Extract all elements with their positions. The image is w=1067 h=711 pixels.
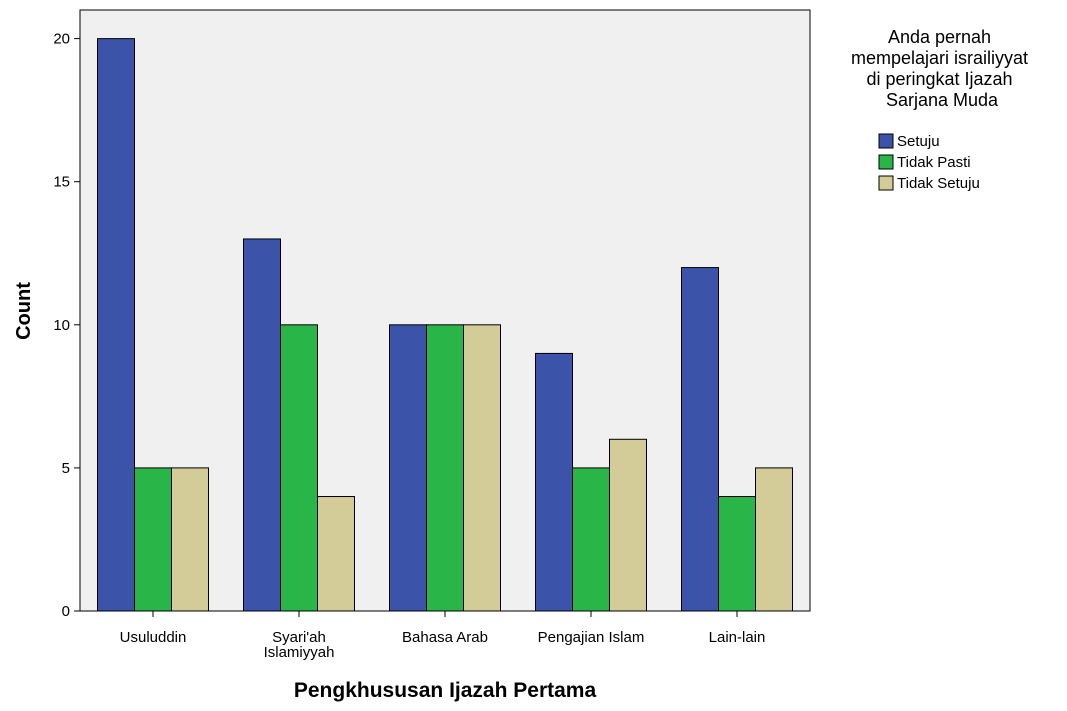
bar <box>280 324 318 612</box>
x-tick-label: Pengajian Islam <box>538 629 645 646</box>
legend-title-line-3: di peringkat Ijazah <box>866 69 1012 89</box>
y-tick-label: 0 <box>62 603 70 620</box>
bar <box>317 496 355 612</box>
x-tick-label-line: Islamiyyah <box>264 644 335 661</box>
bar <box>681 267 719 612</box>
x-tick-label-line: Syari'ah <box>272 629 326 646</box>
x-axis: Usuluddin Syari'ah Islamiyyah Bahasa Arab Pe… <box>120 611 766 661</box>
y-tick-label: 20 <box>53 31 70 48</box>
x-tick-label-line: Lain-lain <box>709 629 766 646</box>
x-tick-label: Lain-lain <box>709 629 766 646</box>
x-axis-title: Pengkhususan Ijazah Pertama <box>294 679 597 702</box>
bars <box>97 38 793 612</box>
y-tick-label: 10 <box>53 317 70 334</box>
legend-title-line-1: Anda pernah <box>888 27 991 47</box>
legend-title: Anda pernah mempelajari israiliyyat di p… <box>851 27 1033 110</box>
legend-label: Tidak Pasti <box>897 154 971 171</box>
bar <box>243 238 281 612</box>
legend: Setuju Tidak Pasti Tidak Setuju <box>878 133 980 192</box>
x-tick-label-line: Pengajian Islam <box>538 629 645 646</box>
bar <box>389 324 427 612</box>
bar <box>609 438 647 612</box>
x-tick-label: Syari'ah Islamiyyah <box>264 629 335 661</box>
bar <box>572 467 610 612</box>
y-tick-label: 15 <box>53 174 70 191</box>
y-tick-label: 5 <box>62 460 70 477</box>
bar <box>97 38 135 612</box>
bar <box>426 324 464 612</box>
legend-swatch <box>878 133 894 149</box>
bar <box>134 467 172 612</box>
legend-swatch <box>878 175 894 191</box>
x-tick-label-line: Usuluddin <box>120 629 187 646</box>
y-axis: 0 5 10 15 20 <box>53 31 80 620</box>
legend-label: Tidak Setuju <box>897 175 980 192</box>
bar <box>171 467 209 612</box>
x-tick-label-line: Bahasa Arab <box>402 629 488 646</box>
x-tick-label: Bahasa Arab <box>402 629 488 646</box>
legend-title-line-4: Sarjana Muda <box>886 90 999 110</box>
bar <box>463 324 501 612</box>
legend-swatch <box>878 154 894 170</box>
legend-title-line-2: mempelajari israiliyyat <box>851 48 1028 68</box>
bar <box>718 496 756 612</box>
x-tick-label: Usuluddin <box>120 629 187 646</box>
y-axis-title: Count <box>13 282 35 340</box>
bar <box>755 467 793 612</box>
bar <box>535 352 573 612</box>
legend-label: Setuju <box>897 133 940 150</box>
